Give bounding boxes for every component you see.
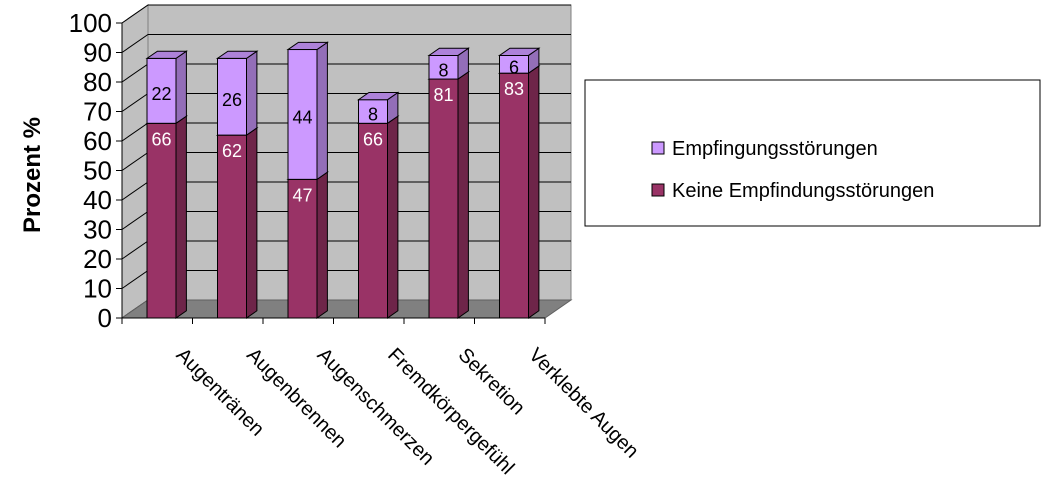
y-tick-label: 30 <box>83 215 112 245</box>
y-axis-label: Prozent % <box>19 117 46 233</box>
bar-keine-0-side <box>175 115 187 319</box>
bar-empf-5-top <box>497 47 541 56</box>
data-label: 62 <box>222 141 242 161</box>
bar-keine-1-side <box>246 126 258 319</box>
category-label: Verklebte Augen <box>524 344 643 463</box>
bar-empf-0-front <box>146 57 177 124</box>
gridline <box>121 34 571 53</box>
bar-empf-2-top <box>286 41 330 51</box>
bar-keine-5-side <box>528 64 540 319</box>
data-label: 66 <box>363 129 383 149</box>
data-label: 83 <box>504 79 524 99</box>
bar-empf-2-front <box>287 49 318 180</box>
data-label: 47 <box>292 185 312 205</box>
bar-keine-4-side <box>457 70 469 319</box>
y-tick-label: 0 <box>98 303 112 333</box>
data-label: 8 <box>438 60 448 80</box>
data-label: 66 <box>151 129 171 149</box>
data-label: 22 <box>151 84 171 104</box>
y-tick-label: 10 <box>83 274 112 304</box>
y-tick-label: 80 <box>83 67 112 97</box>
category-labels: AugentränenAugenbrennenAugenschmerzenFre… <box>172 344 643 479</box>
y-tick-label: 60 <box>83 126 112 156</box>
bar-empf-0-side <box>175 50 187 125</box>
bar-empf-1-top <box>215 50 259 59</box>
bar-empf-5 <box>497 47 541 75</box>
data-label: 81 <box>433 85 453 105</box>
axes <box>116 22 546 324</box>
bar-keine-3 <box>356 115 400 319</box>
bar-keine-3-side <box>387 115 399 319</box>
legend-label-empfindungsstoerungen: Empfingungsstörungen <box>672 138 878 160</box>
y-tick-label: 50 <box>83 156 112 186</box>
data-label: 44 <box>292 107 312 127</box>
legend-swatch-keine-empfindungsstoerungen <box>651 183 665 197</box>
data-label: 26 <box>222 90 242 110</box>
bar-empf-3 <box>356 91 400 125</box>
category-label: Sekretion <box>454 344 529 419</box>
bar-keine-2-side <box>316 171 328 319</box>
y-tick-label: 90 <box>83 38 112 68</box>
legend-swatch-empfindungsstoerungen <box>651 141 665 155</box>
bar-keine-5 <box>497 64 541 319</box>
bars: 66 22 62 26 47 44 66 8 81 8 836 <box>145 41 541 319</box>
legend-label-keine-empfindungsstoerungen: Keine Empfindungsstörungen <box>672 180 934 202</box>
bar-empf-0-top <box>145 50 189 59</box>
bar-keine-2-front <box>287 178 318 319</box>
bar-empf-4 <box>427 47 471 81</box>
bar-keine-4 <box>427 70 471 319</box>
bar-empf-1-side <box>246 50 258 137</box>
category-label: Augenschmerzen <box>313 344 439 470</box>
y-tick-label: 20 <box>83 244 112 274</box>
y-tick-label: 70 <box>83 97 112 127</box>
bar-empf-1 <box>215 50 259 137</box>
y-tick-label: 100 <box>69 8 112 38</box>
bar-empf-0 <box>145 50 189 125</box>
data-label: 6 <box>509 57 519 77</box>
bar-keine-3-front <box>358 122 388 319</box>
bar-empf-4-top <box>427 47 471 56</box>
y-tick-label: 40 <box>83 185 112 215</box>
bar-empf-2 <box>286 41 330 181</box>
bar-empf-2-side <box>316 41 328 181</box>
bar-keine-1-front <box>217 134 247 319</box>
bar-keine-5-front <box>499 72 529 319</box>
gridline <box>121 4 571 24</box>
data-label: 8 <box>368 105 378 125</box>
bar-keine-4-front <box>428 78 459 319</box>
category-label: Fremdkörpergefühl <box>383 344 518 479</box>
legend: Empfingungsstörungen Keine Empfindungsst… <box>584 79 1041 227</box>
bar-empf-3-top <box>356 92 400 101</box>
bar-keine-0-front <box>146 122 177 319</box>
